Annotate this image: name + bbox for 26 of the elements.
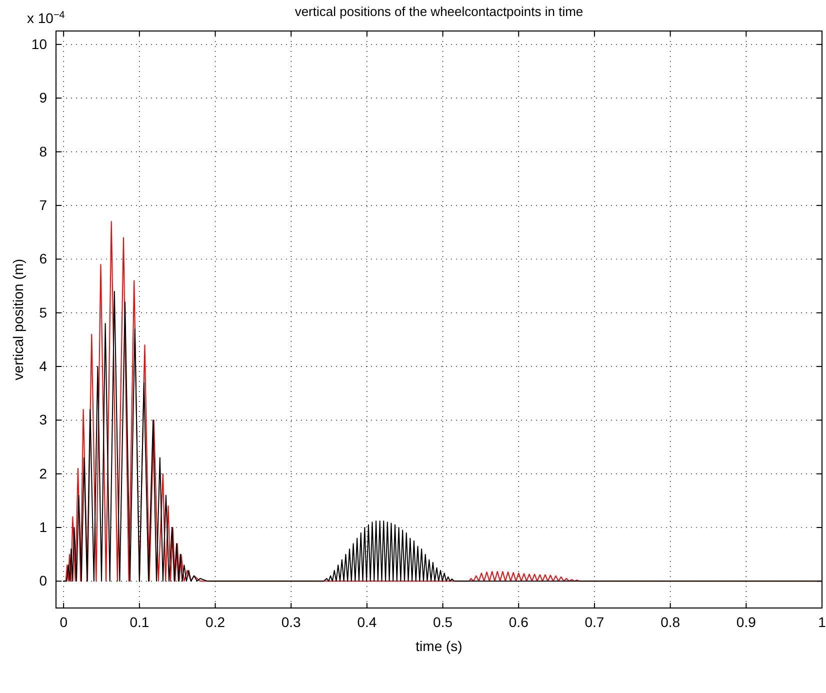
x-tick-label: 1 (818, 614, 826, 630)
x-tick-label: 0.5 (433, 614, 453, 630)
x-tick-label: 0.6 (508, 614, 529, 630)
y-tick-label: 6 (39, 250, 48, 267)
y-tick-label: 0 (39, 572, 48, 589)
x-tick-label: 0.8 (660, 614, 680, 630)
y-tick-label: 10 (31, 36, 48, 52)
x-tick-label: 0.9 (736, 614, 756, 630)
x-axis-title: time (s) (416, 638, 462, 654)
x-tick-label: 0.4 (357, 614, 377, 630)
y-axis-title: vertical position (m) (10, 258, 26, 380)
y-tick-label: 3 (39, 412, 48, 428)
y-tick-label: 8 (39, 143, 48, 160)
chart-title: vertical positions of the wheelcontactpoints in time (294, 4, 584, 19)
y-tick-label: 1 (39, 518, 48, 535)
y-tick-label: 5 (39, 304, 48, 320)
x-tick-label: 0.7 (584, 614, 604, 630)
y-tick-label: 7 (39, 196, 48, 213)
x-tick-label: 0.3 (281, 614, 302, 630)
text: x 10$^{−4}$ (27, 10, 66, 26)
x-tick-label: 0.2 (206, 614, 226, 630)
x-tick-label: 0 (60, 614, 68, 630)
y-tick-label: 9 (39, 90, 48, 106)
x-tick-label: 0.1 (130, 614, 150, 630)
y-tick-label: 2 (39, 465, 48, 482)
y-tick-label: 4 (39, 358, 48, 374)
